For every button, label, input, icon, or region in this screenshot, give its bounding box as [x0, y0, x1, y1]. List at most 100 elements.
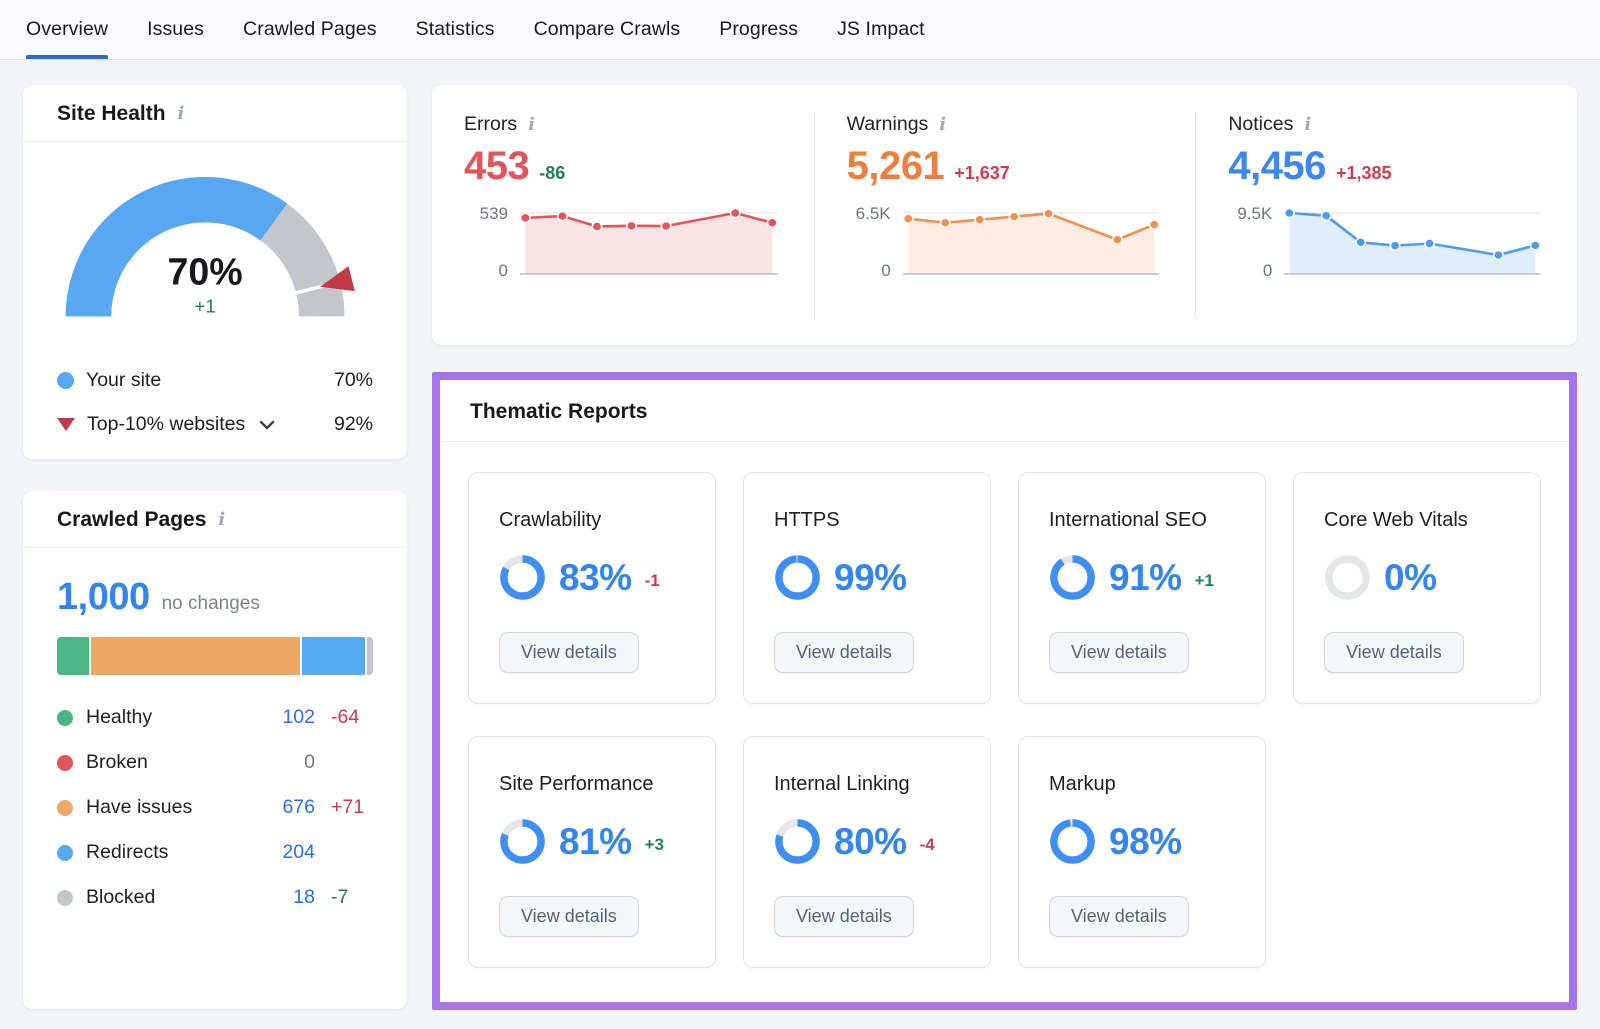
info-icon[interactable]: i	[939, 113, 947, 135]
https-donut-chart	[775, 555, 820, 600]
view-details-button-international-seo[interactable]: View details	[1049, 632, 1189, 673]
thematic-card-https: HTTPS 99% View details	[743, 472, 991, 704]
crawled-pages-title: Crawled Pages	[57, 508, 207, 531]
crawled-row-blocked: Blocked 18 -7	[57, 875, 373, 920]
thematic-card-percent: 81%	[559, 820, 632, 862]
crawled-pages-header: Crawled Pages i	[23, 491, 407, 548]
crawled-row-label: Redirects	[86, 841, 169, 863]
crawled-row-value: 204	[282, 841, 315, 863]
tab-overview[interactable]: Overview	[26, 0, 109, 59]
stat-value: 4,456	[1228, 144, 1326, 188]
crawled-row-broken: Broken 0	[57, 740, 373, 785]
site-health-title: Site Health	[57, 102, 166, 125]
site-health-legend: Your site 70% Top-10% websites 92%	[23, 350, 407, 468]
stat-sparkline-area: 539 0	[464, 203, 778, 285]
info-icon[interactable]: i	[1304, 113, 1312, 135]
info-icon[interactable]: i	[218, 509, 226, 530]
thematic-card-title: HTTPS	[774, 509, 840, 531]
stat-delta: +1,637	[954, 163, 1010, 183]
thematic-card-internal-linking: Internal Linking 80% -4 View details	[743, 736, 991, 968]
thematic-card-score-row: 80% -4	[774, 818, 960, 865]
crawled-pages-total-row: 1,000 no changes	[23, 548, 407, 619]
thematic-card-percent: 0%	[1384, 556, 1437, 598]
stat-number-row: 4,456 +1,385	[1228, 144, 1541, 189]
thematic-card-percent: 98%	[1109, 820, 1182, 862]
view-details-button-core-web-vitals[interactable]: View details	[1324, 632, 1464, 673]
stat-block-errors: Errors i 453 -86 539 0	[432, 113, 814, 317]
thematic-card-markup: Markup 98% View details	[1018, 736, 1266, 968]
crawled-row-name: Broken	[57, 751, 253, 774]
site-health-gauge: 70% +1	[23, 142, 407, 350]
stat-sparkline-area: 6.5K 0	[847, 203, 1160, 285]
thematic-card-percent: 99%	[834, 556, 907, 598]
info-icon[interactable]: i	[177, 103, 185, 124]
blue-dot-icon	[57, 371, 74, 389]
stat-value: 453	[464, 144, 530, 188]
stat-block-warnings: Warnings i 5,261 +1,637 6.5K 0	[813, 113, 1196, 317]
thematic-card-score-row: 91% +1	[1049, 554, 1235, 601]
warnings-sparkline-chart	[902, 208, 1160, 275]
thematic-card-core-web-vitals: Core Web Vitals 0% View details	[1293, 472, 1541, 704]
thematic-card-score-row: 99%	[774, 554, 960, 601]
tab-issues[interactable]: Issues	[147, 18, 205, 40]
markup-donut-chart	[1050, 819, 1095, 864]
crawled-pages-note: no changes	[161, 593, 260, 614]
site-performance-donut-chart	[500, 819, 545, 864]
core-web-vitals-donut-chart	[1325, 555, 1370, 600]
crawlability-donut-chart	[500, 555, 545, 600]
crawled-row-value: 676	[282, 796, 315, 818]
thematic-reports-panel: Thematic Reports Crawlability 83% -1 View d…	[432, 372, 1577, 1010]
tab-statistics[interactable]: Statistics	[415, 18, 495, 40]
view-details-button-internal-linking[interactable]: View details	[774, 896, 914, 937]
stat-title: Errors	[464, 113, 518, 135]
crawled-row-healthy: Healthy 102 -64	[57, 695, 373, 740]
have-issues-dot-icon	[57, 799, 73, 816]
thematic-card-score-row: 98%	[1049, 818, 1235, 865]
tab-compare-crawls[interactable]: Compare Crawls	[533, 18, 681, 40]
issues-stats-panel: Errors i 453 -86 539 0 Warnings i 5,261 +1,637 6.5…	[432, 85, 1577, 345]
healthy-dot-icon	[57, 709, 73, 726]
stat-delta: +1,385	[1335, 163, 1392, 183]
legend-label: Top-10% websites	[87, 412, 246, 435]
crawled-row-label: Broken	[86, 751, 148, 773]
bar-segment-blocked	[367, 637, 373, 675]
thematic-card-percent: 80%	[834, 820, 907, 862]
redirects-dot-icon	[57, 844, 73, 861]
legend-value: 70%	[333, 368, 373, 391]
stat-sparkline-area: 9.5K 0	[1228, 203, 1541, 285]
view-details-button-site-performance[interactable]: View details	[499, 896, 639, 937]
y-max-label: 539	[479, 204, 508, 223]
thematic-card-percent: 83%	[559, 556, 632, 598]
gauge-chart: 70%+1	[65, 176, 355, 317]
stat-block-notices: Notices i 4,456 +1,385 9.5K 0	[1195, 113, 1577, 317]
tab-progress[interactable]: Progress	[719, 18, 799, 40]
y-axis-labels: 9.5K 0	[1228, 203, 1272, 285]
internal-linking-donut-chart	[775, 819, 820, 864]
crawled-pages-panel: Crawled Pages i 1,000 no changes Healthy…	[23, 491, 407, 1009]
legend-label: Your site	[86, 368, 162, 391]
blocked-dot-icon	[57, 889, 73, 906]
crawled-row-label: Healthy	[86, 706, 153, 728]
view-details-button-https[interactable]: View details	[774, 632, 914, 673]
info-icon[interactable]: i	[528, 113, 535, 135]
stat-header: Notices i	[1228, 113, 1541, 136]
main-content: Site Health i 70% +1 Your site 70% Top-10% …	[0, 60, 1600, 1010]
thematic-card-delta: +3	[644, 834, 664, 854]
top-navigation: Overview Issues Crawled Pages Statistics Com…	[0, 0, 1600, 60]
tab-js-impact[interactable]: JS Impact	[837, 18, 925, 40]
stat-value: 5,261	[846, 144, 945, 188]
view-details-button-crawlability[interactable]: View details	[499, 632, 639, 673]
y-axis-labels: 6.5K 0	[847, 203, 891, 285]
thematic-card-percent: 91%	[1109, 556, 1182, 598]
crawled-pages-breakdown: Healthy 102 -64 Broken 0 Have issues 676 +71 Red…	[23, 675, 407, 944]
thematic-card-international-seo: International SEO 91% +1 View details	[1018, 472, 1266, 704]
international-seo-donut-chart	[1050, 555, 1095, 600]
thematic-card-title: International SEO	[1049, 509, 1207, 531]
crawled-row-value: 18	[293, 886, 315, 908]
tab-crawled-pages[interactable]: Crawled Pages	[243, 18, 377, 40]
view-details-button-markup[interactable]: View details	[1049, 896, 1189, 937]
thematic-reports-grid: Crawlability 83% -1 View details HTTPS 99% Vie…	[440, 442, 1569, 1002]
thematic-reports-header: Thematic Reports	[440, 380, 1569, 442]
chevron-down-icon[interactable]	[257, 413, 275, 436]
